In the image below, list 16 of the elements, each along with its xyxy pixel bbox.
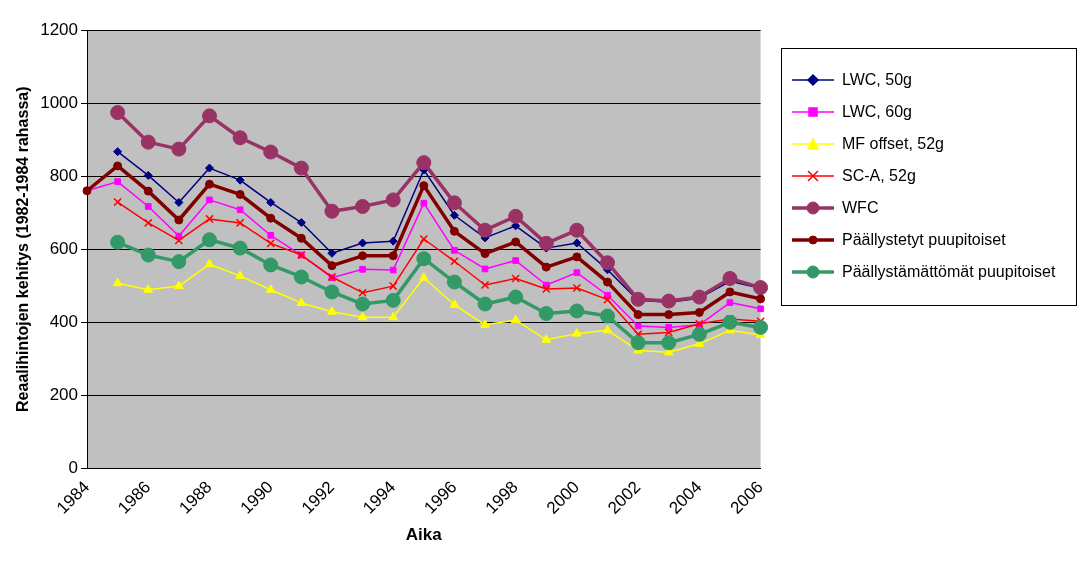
y-tick-label: 200 xyxy=(49,385,79,405)
legend-label: Päällystetyt puupitoiset xyxy=(842,231,1006,249)
y-tick-label: 400 xyxy=(49,311,79,331)
y-tick-label: 800 xyxy=(49,165,79,185)
legend-label: WFC xyxy=(842,199,879,217)
legend-label: SC-A, 52g xyxy=(842,167,916,185)
y-axis-title: Reaalihintojen kehitys (1982-1984 rahassa) xyxy=(14,86,32,412)
legend-label: Päällystämättömät puupitoiset xyxy=(842,263,1056,281)
y-tick-label: 0 xyxy=(68,458,79,478)
legend-label: MF offset, 52g xyxy=(842,135,944,153)
legend-label: LWC, 50g xyxy=(842,71,912,89)
y-tick-label: 1200 xyxy=(40,19,79,39)
y-tick-label: 1000 xyxy=(40,92,79,112)
y-tick-label: 600 xyxy=(49,238,79,258)
x-axis-title: Aika xyxy=(405,525,443,545)
legend-label: LWC, 60g xyxy=(842,103,912,121)
